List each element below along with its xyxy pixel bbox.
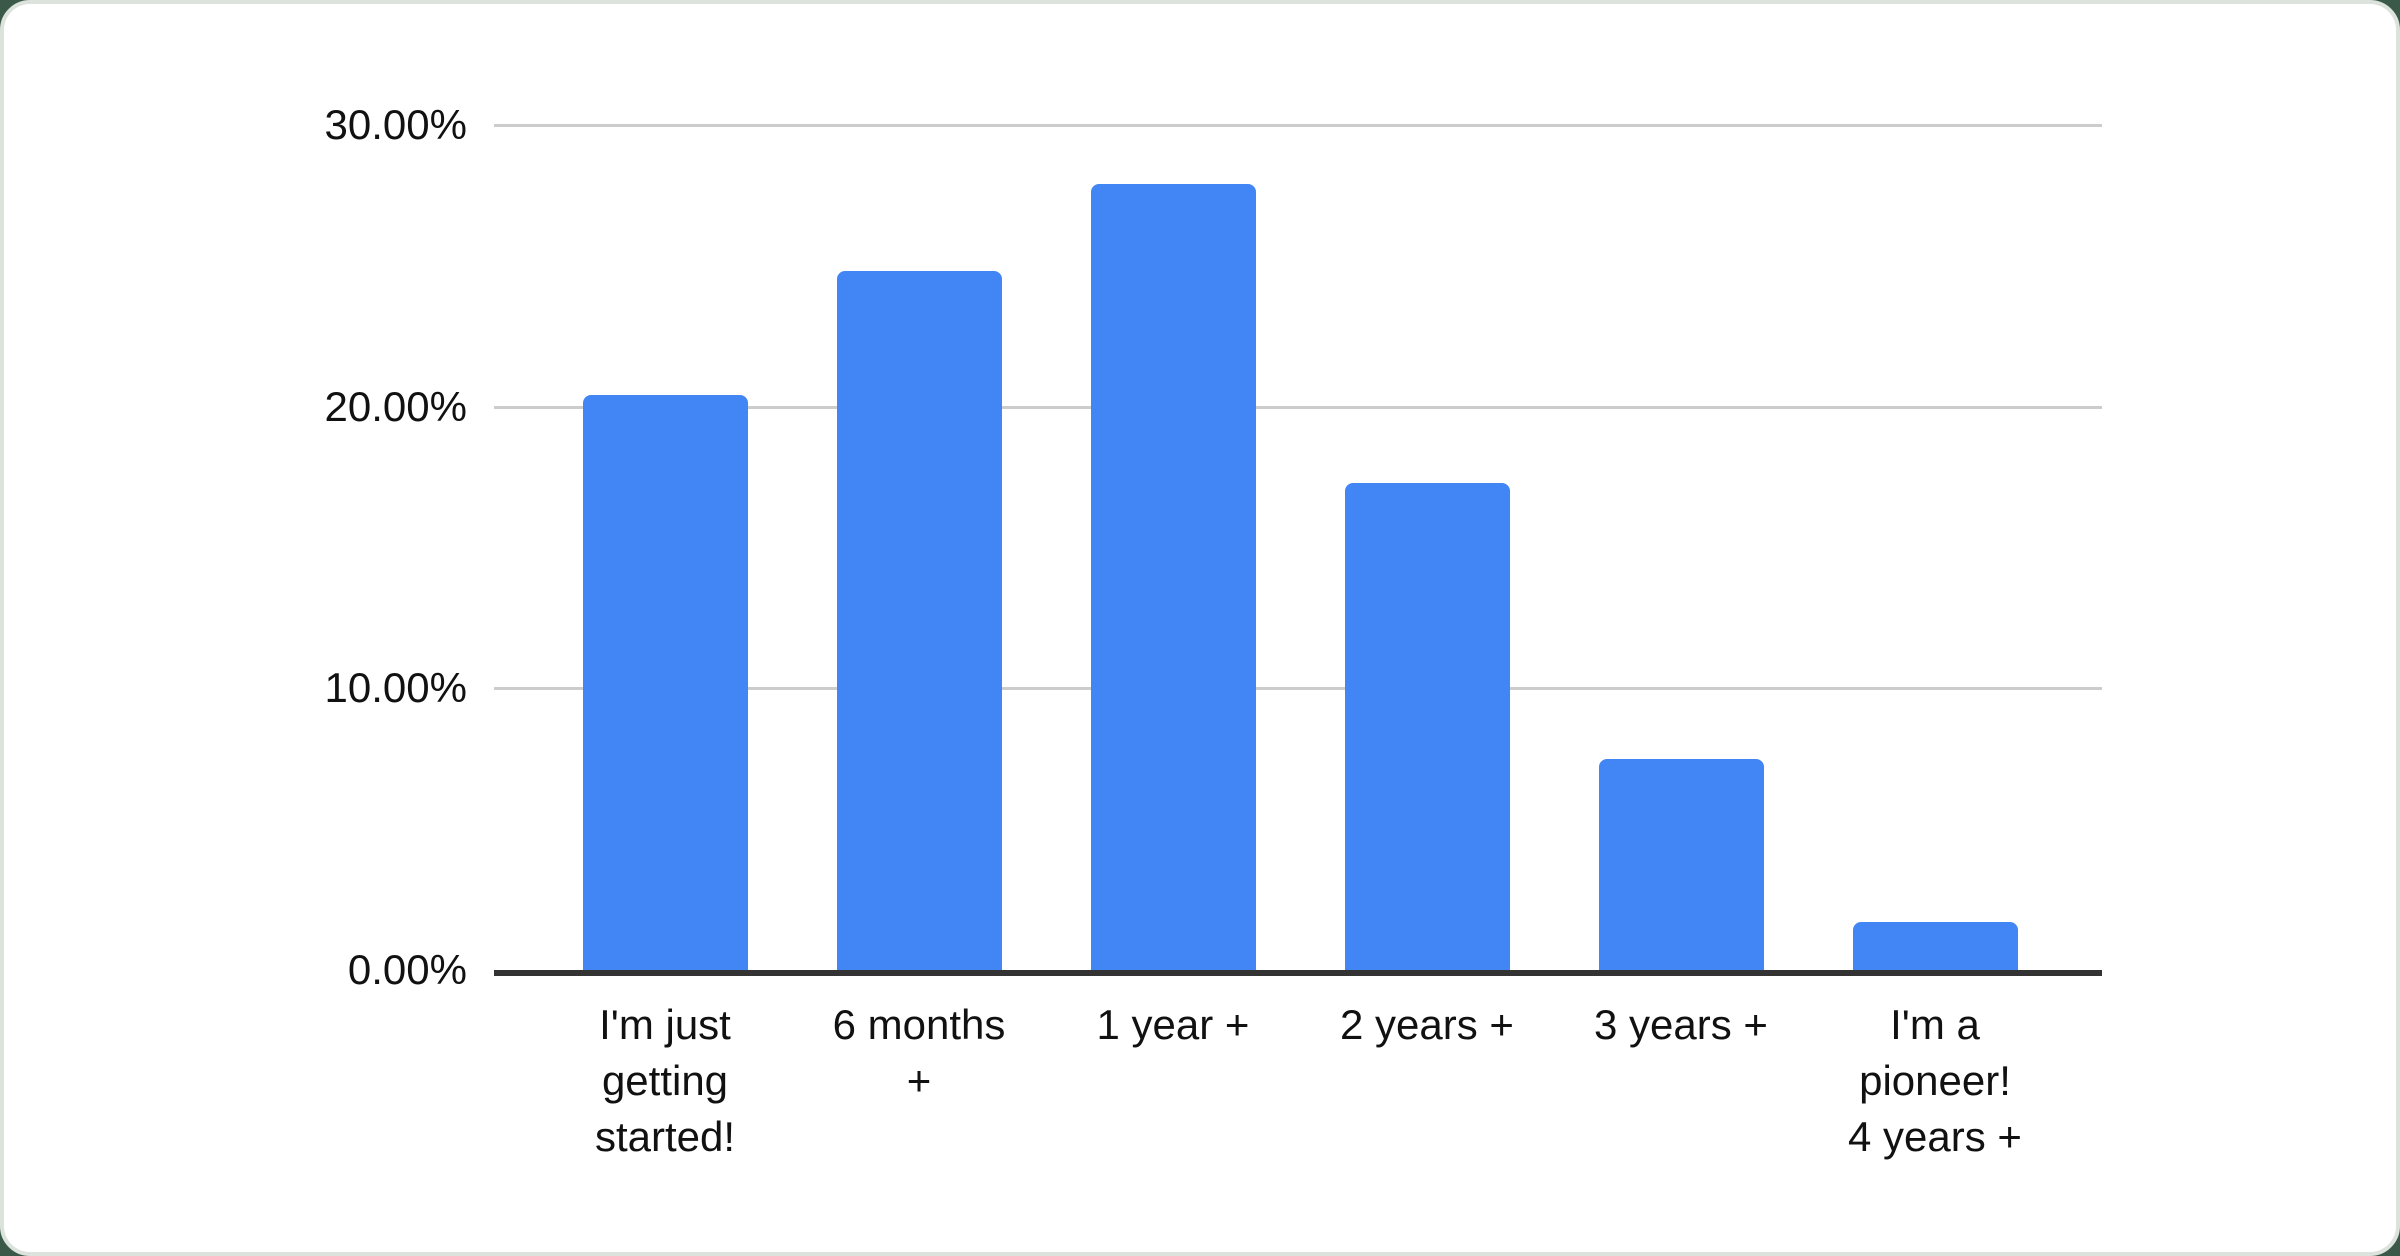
x-category-label: I'm just getting started! — [594, 1001, 736, 1160]
x-category-label: 6 months + — [832, 1001, 1006, 1104]
gridline — [494, 405, 2102, 409]
x-category-label: I'm a pioneer! 4 years + — [1848, 1001, 2022, 1160]
bar-2 — [836, 271, 1002, 970]
bar-1 — [582, 395, 748, 970]
x-category-label: 3 years + — [1594, 1001, 1768, 1048]
bar-3 — [1090, 184, 1256, 970]
y-tick-label: 20.00% — [324, 382, 467, 430]
x-category-label: 1 year + — [1096, 1001, 1250, 1048]
y-tick-label: 30.00% — [324, 101, 467, 148]
bar-6 — [1852, 922, 2018, 970]
x-category-label: 2 years + — [1340, 1001, 1514, 1048]
gridline — [494, 687, 2102, 691]
bar-chart: 30.00% 20.00% 10.00% 0.00% I'm just getting… — [4, 4, 2396, 1252]
bar-5 — [1598, 758, 1764, 970]
y-tick-label: 10.00% — [324, 664, 467, 712]
y-tick-label: 0.00% — [347, 946, 467, 993]
bar-4 — [1344, 482, 1510, 970]
x-axis-baseline — [494, 970, 2102, 976]
gridline — [494, 124, 2102, 127]
